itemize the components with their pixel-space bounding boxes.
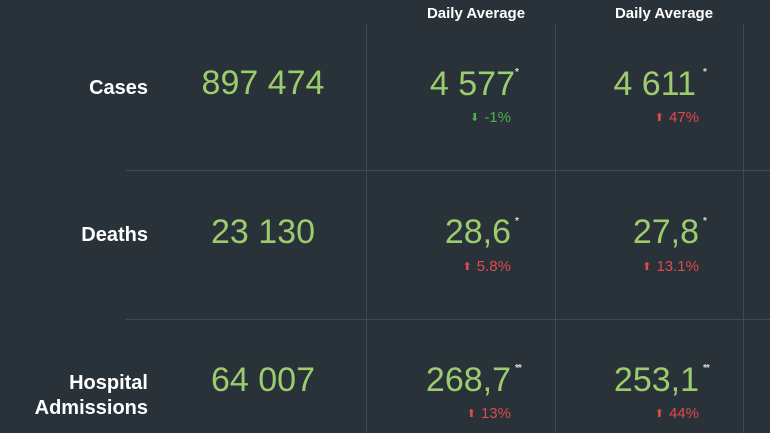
arrow-down-icon: ⬇ — [470, 112, 480, 124]
hospital-change-1: ⬆ 13% — [467, 405, 511, 423]
arrow-up-icon: ⬆ — [466, 408, 476, 420]
arrow-up-icon: ⬆ — [462, 261, 472, 273]
row-label-deaths: Deaths — [81, 223, 148, 248]
column-divider — [743, 24, 744, 433]
deaths-change-2: ⬆ 13.1% — [642, 258, 699, 276]
cases-change-1: ⬇ -1% — [470, 109, 511, 127]
deaths-change-2-value: 13.1% — [656, 258, 699, 275]
cases-change-2-value: 47% — [668, 109, 699, 126]
column-header-1: Daily Average — [401, 5, 551, 22]
arrow-up-icon: ⬆ — [654, 408, 664, 420]
total-deaths: 23 130 — [211, 213, 315, 251]
arrow-up-icon: ⬆ — [654, 112, 664, 124]
hospital-change-2: ⬆ 44% — [655, 405, 699, 423]
column-divider — [555, 24, 556, 433]
cases-average-1: 4 577 — [429, 65, 515, 103]
cases-change-1-value: -1% — [484, 109, 511, 126]
row-label-hospital-admissions: Hospital Admissions — [35, 371, 148, 421]
hospital-average-2: 253,1 — [613, 361, 699, 399]
column-header-2-label: Daily Average — [614, 5, 714, 22]
deaths-average-1: 28,6 — [444, 213, 511, 251]
hospital-change-1-value: 13% — [480, 405, 511, 422]
row-label-line: Admissions — [34, 397, 148, 419]
row-divider — [126, 170, 770, 171]
row-label-line: Hospital — [69, 372, 148, 394]
deaths-average-1-footnote-mark: * — [515, 216, 519, 227]
deaths-change-1: ⬆ 5.8% — [463, 258, 511, 276]
total-cases: 897 474 — [201, 64, 325, 102]
row-label-cases: Cases — [89, 76, 148, 101]
row-divider — [126, 319, 770, 320]
hospital-average-1-footnote-mark: ** — [515, 363, 522, 374]
column-header-2: Daily Average — [589, 5, 739, 22]
hospital-average-2-footnote-mark: ** — [703, 363, 710, 374]
cases-change-2: ⬆ 47% — [655, 109, 699, 127]
column-divider — [366, 24, 367, 433]
column-header-1-label: Daily Average — [426, 5, 526, 22]
deaths-change-1-value: 5.8% — [476, 258, 511, 275]
row-label-line: Cases — [89, 77, 148, 99]
total-hospital-admissions: 64 007 — [211, 361, 315, 399]
deaths-average-2-footnote-mark: * — [703, 216, 707, 227]
hospital-average-1: 268,7 — [425, 361, 511, 399]
deaths-average-2: 27,8 — [632, 213, 699, 251]
cases-average-2: 4 611 — [613, 65, 696, 103]
cases-average-1-footnote-mark: * — [515, 67, 519, 78]
cases-average-2-footnote-mark: * — [703, 67, 707, 78]
arrow-up-icon: ⬆ — [642, 261, 652, 273]
hospital-change-2-value: 44% — [668, 405, 699, 422]
row-label-line: Deaths — [81, 224, 148, 246]
